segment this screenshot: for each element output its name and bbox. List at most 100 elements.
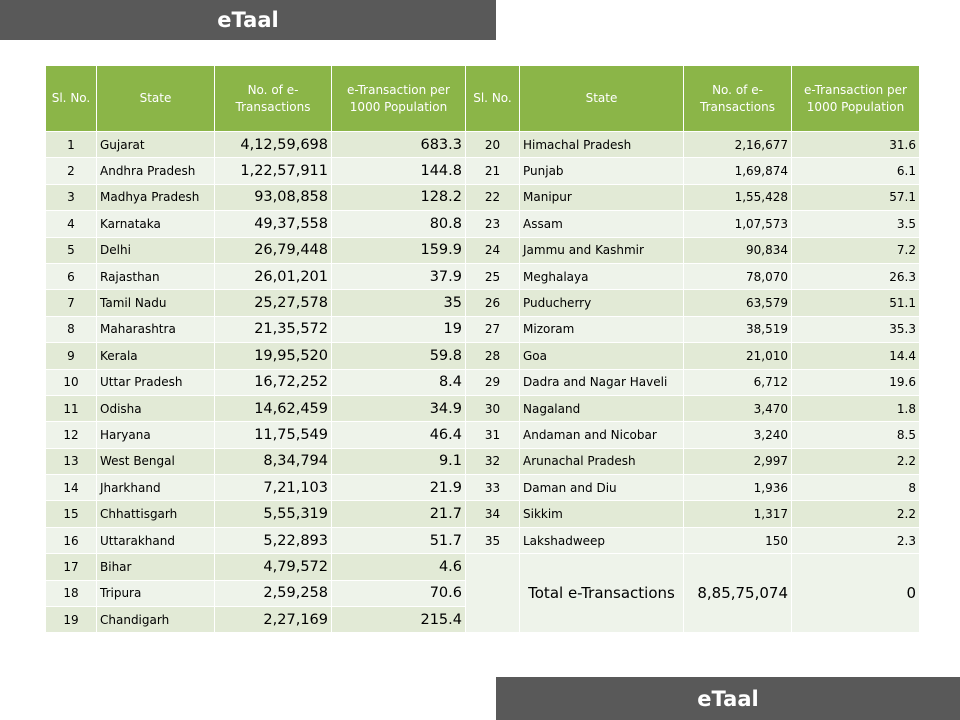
cell-state: Haryana (96, 421, 215, 449)
cell-transactions: 49,37,558 (214, 210, 332, 238)
cell-per-1000: 34.9 (331, 394, 466, 423)
cell-state: Odisha (96, 394, 215, 423)
cell-state: Bihar (96, 553, 215, 581)
cell-state: Chhattisgarh (96, 500, 215, 528)
table-row: 16 Uttarakhand 5,22,893 51.7 35 Lakshadweep 15… (45, 526, 920, 555)
cell-state: Kerala (96, 342, 215, 370)
cell-per-1000: 683.3 (331, 130, 466, 159)
cell-state: Tripura (96, 579, 215, 608)
cell-per-1000: 19 (331, 315, 466, 344)
cell-state: West Bengal (96, 447, 215, 476)
cell-per-1000: 8.4 (331, 368, 466, 396)
cell-state: Maharashtra (96, 315, 215, 344)
cell-transactions: 1,07,573 (683, 210, 792, 238)
cell-state: Nagaland (519, 394, 684, 423)
table-row: 17 Bihar 4,79,572 4.6 Total e-Transactions 8,… (45, 553, 920, 634)
cell-transactions: 8,34,794 (214, 447, 332, 476)
cell-per-1000: 1.8 (791, 394, 920, 423)
cell-transactions: 26,01,201 (214, 262, 332, 291)
cell-sl-no: 17 (45, 553, 97, 581)
cell-per-1000: 6.1 (791, 157, 920, 185)
cell-sl-no: 7 (45, 289, 97, 317)
table-row: 7 Tamil Nadu 25,27,578 35 26 Puducherry 63,579… (45, 289, 920, 317)
header-sl-no: Sl. No. (45, 65, 97, 132)
cell-sl-no: 6 (45, 262, 97, 291)
cell-per-1000: 57.1 (791, 183, 920, 212)
cell-transactions: 6,712 (683, 368, 792, 396)
cell-per-1000: 14.4 (791, 342, 920, 370)
cell-per-1000: 144.8 (331, 157, 466, 185)
header-sl-no: Sl. No. (465, 65, 520, 132)
cell-state: Dadra and Nagar Haveli (519, 368, 684, 396)
cell-per-1000: 3.5 (791, 210, 920, 238)
cell-per-1000: 80.8 (331, 210, 466, 238)
cell-transactions: 4,79,572 (214, 553, 332, 581)
table-row: 5 Delhi 26,79,448 159.9 24 Jammu and Kashmir 9… (45, 236, 920, 264)
cell-sl-no: 26 (465, 289, 520, 317)
cell-per-1000: 159.9 (331, 236, 466, 264)
cell-per-1000: 51.7 (331, 526, 466, 555)
cell-state: Assam (519, 210, 684, 238)
cell-per-1000: 2.3 (791, 526, 920, 555)
cell-per-1000: 46.4 (331, 421, 466, 449)
cell-state: Madhya Pradesh (96, 183, 215, 212)
header-state: State (519, 65, 684, 132)
cell-transactions: 1,55,428 (683, 183, 792, 212)
cell-sl-no: 23 (465, 210, 520, 238)
cell-sl-no: 5 (45, 236, 97, 264)
cell-transactions: 21,35,572 (214, 315, 332, 344)
table-row: 13 West Bengal 8,34,794 9.1 32 Arunachal Prad… (45, 447, 920, 476)
cell-transactions: 14,62,459 (214, 394, 332, 423)
table-row: 9 Kerala 19,95,520 59.8 28 Goa 21,010 14.4 (45, 342, 920, 370)
table-row: 11 Odisha 14,62,459 34.9 30 Nagaland 3,470 1.8 (45, 394, 920, 423)
cell-transactions: 1,22,57,911 (214, 157, 332, 185)
cell-transactions: 1,69,874 (683, 157, 792, 185)
cell-sl-no: 33 (465, 474, 520, 502)
cell-sl-no: 20 (465, 130, 520, 159)
cell-state: Chandigarh (96, 606, 215, 634)
cell-per-1000: 2.2 (791, 447, 920, 476)
cell-state: Rajasthan (96, 262, 215, 291)
cell-per-1000: 70.6 (331, 579, 466, 608)
cell-sl-no: 34 (465, 500, 520, 528)
header-state: State (96, 65, 215, 132)
cell-state: Lakshadweep (519, 526, 684, 555)
cell-transactions: 21,010 (683, 342, 792, 370)
cell-transactions: 16,72,252 (214, 368, 332, 396)
cell-state: Delhi (96, 236, 215, 264)
cell-state: Andaman and Nicobar (519, 421, 684, 449)
cell-sl-no: 24 (465, 236, 520, 264)
cell-sl-no: 4 (45, 210, 97, 238)
cell-per-1000: 4.6 (331, 553, 466, 581)
cell-sl-no: 11 (45, 394, 97, 423)
header-transactions: No. of e-Transactions (214, 65, 332, 132)
cell-sl-no: 29 (465, 368, 520, 396)
table-row: 15 Chhattisgarh 5,55,319 21.7 34 Sikkim 1,317 2… (45, 500, 920, 528)
cell-state: Gujarat (96, 130, 215, 159)
cell-transactions: 11,75,549 (214, 421, 332, 449)
cell-state: Manipur (519, 183, 684, 212)
cell-state: Goa (519, 342, 684, 370)
cell-per-1000: 21.9 (331, 474, 466, 502)
header-per-1000: e-Transaction per 1000 Population (331, 65, 466, 132)
cell-sl-no: 27 (465, 315, 520, 344)
cell-transactions: 2,997 (683, 447, 792, 476)
cell-sl-no: 2 (45, 157, 97, 185)
cell-per-1000: 215.4 (331, 606, 466, 634)
cell-state: Tamil Nadu (96, 289, 215, 317)
table-row: 19 Chandigarh 2,27,169 215.4 (45, 606, 920, 634)
cell-per-1000: 8.5 (791, 421, 920, 449)
cell-per-1000: 9.1 (331, 447, 466, 476)
cell-transactions: 2,59,258 (214, 579, 332, 608)
cell-transactions: 38,519 (683, 315, 792, 344)
cell-sl-no: 10 (45, 368, 97, 396)
cell-sl-no: 12 (45, 421, 97, 449)
table-row: 10 Uttar Pradesh 16,72,252 8.4 29 Dadra and N… (45, 368, 920, 396)
cell-transactions: 5,55,319 (214, 500, 332, 528)
header-per-1000: e-Transaction per 1000 Population (791, 65, 920, 132)
cell-state: Puducherry (519, 289, 684, 317)
table-row: 6 Rajasthan 26,01,201 37.9 25 Meghalaya 78,070… (45, 262, 920, 291)
total-rate: 0 (791, 553, 920, 634)
cell-per-1000: 26.3 (791, 262, 920, 291)
cell-sl-no: 18 (45, 579, 97, 608)
